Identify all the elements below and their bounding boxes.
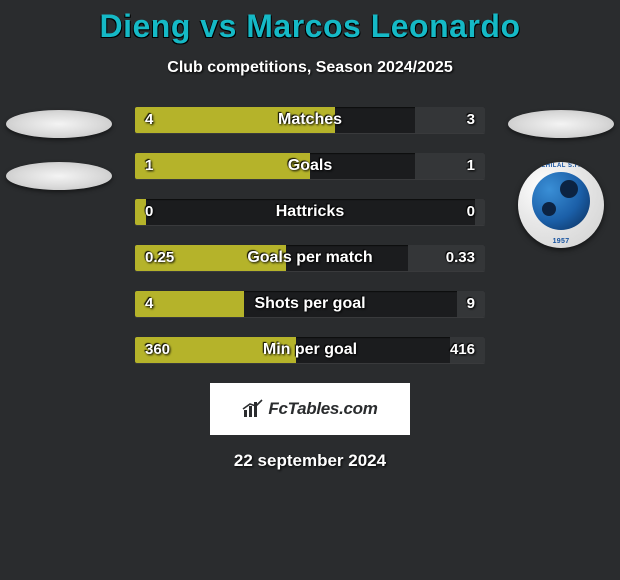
stat-label: Min per goal — [135, 337, 485, 363]
stat-value-left: 0.25 — [145, 245, 174, 271]
stat-value-left: 360 — [145, 337, 170, 363]
infographic-root: Dieng vs Marcos Leonardo Club competitio… — [0, 0, 620, 471]
club-year: 1957 — [518, 238, 604, 245]
stat-value-left: 4 — [145, 107, 153, 133]
stat-label: Shots per goal — [135, 291, 485, 317]
stat-value-right: 3 — [467, 107, 475, 133]
page-title: Dieng vs Marcos Leonardo — [0, 0, 620, 45]
left-player-badges — [6, 110, 112, 214]
stat-value-right: 0.33 — [446, 245, 475, 271]
stat-value-right: 0 — [467, 199, 475, 225]
watermark-text: FcTables.com — [268, 399, 377, 419]
stat-value-right: 9 — [467, 291, 475, 317]
stat-row: Goals per match0.25 0.33 — [135, 245, 485, 271]
club-crest-ball-icon — [532, 172, 590, 230]
stat-row: Matches4 3 — [135, 107, 485, 133]
left-badge-top-placeholder — [6, 110, 112, 138]
stat-row: Shots per goal4 9 — [135, 291, 485, 317]
stat-label: Hattricks — [135, 199, 485, 225]
watermark: FcTables.com — [210, 383, 410, 435]
stat-row: Goals1 1 — [135, 153, 485, 179]
right-player-badges: ALHILAL S.F.C 1957 — [508, 110, 614, 248]
left-badge-bottom-placeholder — [6, 162, 112, 190]
stat-label: Matches — [135, 107, 485, 133]
stat-row: Hattricks0 0 — [135, 199, 485, 225]
stat-label: Goals per match — [135, 245, 485, 271]
stat-value-left: 0 — [145, 199, 153, 225]
stat-value-right: 416 — [450, 337, 475, 363]
page-subtitle: Club competitions, Season 2024/2025 — [0, 59, 620, 77]
stat-value-right: 1 — [467, 153, 475, 179]
stat-label: Goals — [135, 153, 485, 179]
stat-value-left: 4 — [145, 291, 153, 317]
watermark-chart-icon — [242, 399, 264, 419]
right-club-crest: ALHILAL S.F.C 1957 — [518, 162, 604, 248]
stat-row: Min per goal360 416 — [135, 337, 485, 363]
stat-value-left: 1 — [145, 153, 153, 179]
right-badge-top-placeholder — [508, 110, 614, 138]
stats-panel: Matches43Goals11Hattricks00Goals per mat… — [135, 107, 485, 363]
infographic-date: 22 september 2024 — [0, 451, 620, 471]
club-arc-text: ALHILAL S.F.C — [518, 163, 604, 169]
